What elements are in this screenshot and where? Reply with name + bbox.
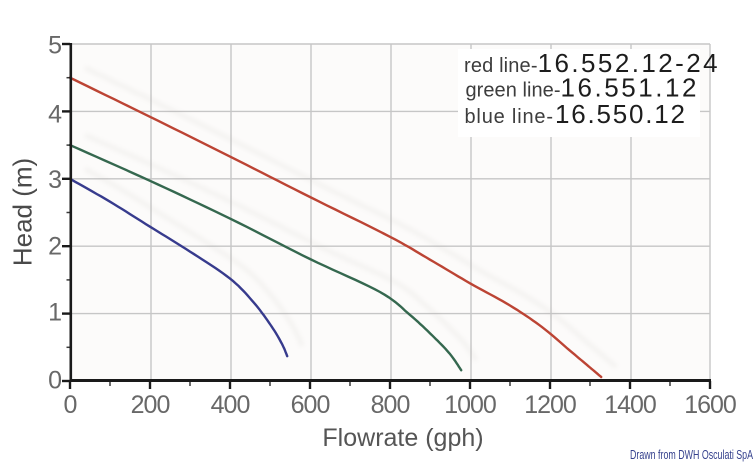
- svg-text:400: 400: [211, 391, 250, 419]
- svg-text:3: 3: [48, 166, 61, 194]
- svg-text:green line-: green line-: [466, 80, 561, 102]
- svg-text:0: 0: [48, 366, 61, 394]
- svg-text:1600: 1600: [684, 391, 736, 419]
- svg-text:600: 600: [291, 391, 330, 419]
- svg-text:16.552.12-24: 16.552.12-24: [538, 48, 718, 78]
- svg-text:16.550.12: 16.550.12: [555, 99, 685, 129]
- svg-text:1400: 1400: [604, 391, 656, 419]
- svg-text:16.551.12: 16.551.12: [561, 73, 697, 103]
- svg-text:0: 0: [64, 391, 77, 419]
- svg-text:red line-: red line-: [464, 55, 538, 77]
- svg-text:5: 5: [48, 32, 61, 60]
- svg-text:blue line-: blue line-: [465, 106, 554, 128]
- svg-text:200: 200: [131, 391, 170, 419]
- svg-text:1: 1: [48, 299, 61, 327]
- svg-text:Head (m): Head (m): [8, 158, 38, 266]
- svg-text:Flowrate (gph): Flowrate (gph): [322, 424, 483, 452]
- svg-text:4: 4: [48, 100, 62, 128]
- svg-text:1200: 1200: [524, 391, 576, 419]
- svg-text:2: 2: [48, 233, 61, 261]
- svg-text:1000: 1000: [444, 391, 496, 419]
- svg-text:Drawn from DWH Osculati SpA: Drawn from DWH Osculati SpA: [630, 447, 753, 462]
- svg-text:800: 800: [371, 391, 410, 419]
